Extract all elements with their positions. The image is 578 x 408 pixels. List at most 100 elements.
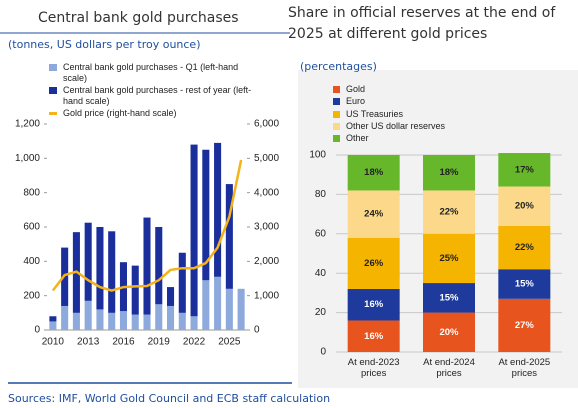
bar <box>72 312 80 330</box>
legend-label: Other <box>346 133 369 144</box>
bar-segment <box>423 233 475 284</box>
bar <box>108 312 116 330</box>
chart-title: Share in official reserves at the end of… <box>288 5 556 42</box>
legend-swatch <box>333 98 340 106</box>
x-tick-label: 2019 <box>148 337 171 348</box>
x-tick-label: 2016 <box>112 337 135 348</box>
bar-segment <box>347 155 400 191</box>
y2-tick-label: 1,000 <box>254 290 279 301</box>
bar <box>119 311 127 330</box>
bar <box>143 314 151 330</box>
bar-segment <box>498 225 551 270</box>
bar <box>202 149 210 281</box>
y-tick-label: 20 <box>315 307 327 318</box>
bar <box>178 312 186 330</box>
bar <box>190 144 198 317</box>
y-tick-label: 0 <box>34 325 40 336</box>
x-tick-label: At end-2024 prices <box>423 357 475 379</box>
bar <box>214 142 222 277</box>
y2-tick-label: 4,000 <box>254 187 279 198</box>
y-tick-label: 40 <box>315 268 327 279</box>
y2-tick-label: 2,000 <box>254 256 279 267</box>
bar <box>108 231 116 313</box>
bar <box>61 305 69 330</box>
y2-tick-label: 6,000 <box>254 119 279 130</box>
legend-label: US Treasuries <box>346 108 404 119</box>
bar <box>131 265 139 315</box>
bar <box>96 309 104 330</box>
bar <box>143 217 151 315</box>
bar-segment <box>423 283 475 313</box>
y-tick-label: 600 <box>23 222 40 233</box>
x-tick-label: 2010 <box>42 337 65 348</box>
x-tick-label: At end-2023 prices <box>347 357 400 379</box>
bar <box>178 252 186 313</box>
data-label: 25% <box>439 253 459 264</box>
x-tick-label: 2025 <box>218 337 241 348</box>
bar-segment <box>423 190 475 234</box>
data-label: 22% <box>515 242 535 253</box>
y-tick-label: 800 <box>23 187 40 198</box>
data-label: 16% <box>364 331 384 342</box>
legend-label: Central bank gold purchases - Q1 (left-h… <box>63 62 239 83</box>
bar <box>190 316 198 330</box>
data-label: 18% <box>364 167 384 178</box>
legend-swatch <box>333 122 340 130</box>
bar-segment <box>347 288 400 321</box>
bar <box>237 288 245 330</box>
legend-label: Euro <box>346 96 366 107</box>
y2-tick-label: 0 <box>254 325 260 336</box>
bar <box>96 227 104 310</box>
bar <box>225 288 233 330</box>
x-tick-label: At end-2025 prices <box>498 357 551 379</box>
x-tick-label: 2022 <box>183 337 206 348</box>
chart-subtitle: (percentages) <box>300 60 377 73</box>
data-label: 15% <box>515 279 535 290</box>
bar-segment <box>347 320 400 352</box>
legend-swatch <box>333 135 340 143</box>
data-label: 18% <box>439 167 459 178</box>
legend-label: Gold <box>346 84 366 94</box>
bar <box>214 276 222 330</box>
bar-segment <box>423 155 475 191</box>
y-tick-label: 100 <box>309 150 326 161</box>
price-line <box>51 159 243 292</box>
bar <box>167 305 175 330</box>
data-label: 17% <box>515 164 535 175</box>
bar <box>155 227 163 305</box>
chart-title: Central bank gold purchases <box>38 10 239 26</box>
data-label: 16% <box>364 299 384 310</box>
data-label: 15% <box>439 292 459 303</box>
x-tick-label: 2013 <box>77 337 100 348</box>
bar-segment <box>498 153 551 187</box>
bar <box>131 314 139 330</box>
legend-swatch <box>49 87 57 94</box>
footer: Sources: IMF, World Gold Council and ECB… <box>8 392 331 405</box>
bar-segment <box>498 269 551 299</box>
bar <box>225 184 233 289</box>
bar-segment <box>347 237 400 289</box>
legend-line <box>49 112 57 115</box>
bar <box>167 287 175 306</box>
legend-label: Central bank gold purchases - rest of ye… <box>63 85 252 106</box>
bar-segment <box>423 312 475 352</box>
y-tick-label: 60 <box>315 228 327 239</box>
bar-segment <box>347 190 400 238</box>
y2-tick-label: 3,000 <box>254 222 279 233</box>
y-tick-label: 80 <box>315 189 327 200</box>
legend-swatch <box>333 110 340 118</box>
data-label: 27% <box>515 320 535 331</box>
data-label: 24% <box>364 209 384 220</box>
data-label: 22% <box>439 207 459 218</box>
legend-label: Other US dollar reserves <box>346 120 446 131</box>
bar-segment <box>498 298 551 352</box>
bar-segment <box>498 186 551 226</box>
y-tick-label: 0 <box>320 347 326 358</box>
bar <box>84 222 92 301</box>
y-tick-label: 1,000 <box>15 153 40 164</box>
legend-swatch <box>333 86 340 93</box>
data-label: 26% <box>364 258 384 269</box>
y-tick-label: 200 <box>23 290 40 301</box>
